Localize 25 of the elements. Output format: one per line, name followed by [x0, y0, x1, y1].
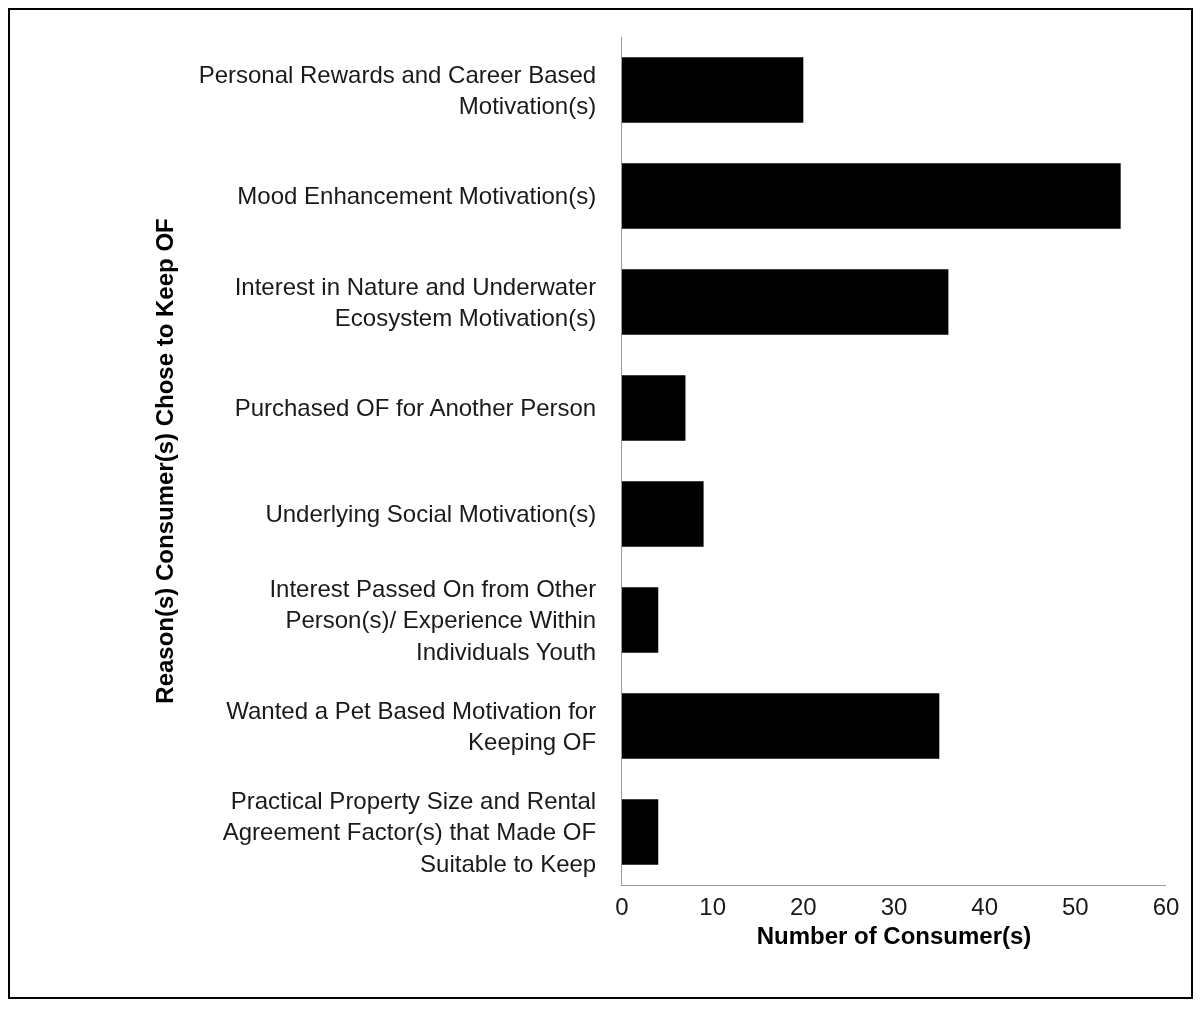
bar: [622, 269, 949, 335]
y-tick-label: Wanted a Pet Based Motivation for Keeping OF: [226, 696, 597, 755]
x-tick-label: 60: [1152, 892, 1180, 920]
y-tick-label: Interest Passed On from Other Person(s)/ Experience Within Individuals Youth: [269, 575, 597, 665]
y-tick-label: Mood Enhancement Motivation(s): [237, 182, 597, 210]
bar: [622, 481, 704, 547]
y-tick-label: Interest in Nature and Underwater Ecosystem Motivation(s): [234, 272, 597, 331]
bar: [622, 587, 659, 653]
x-tick-label: 50: [1061, 892, 1089, 920]
x-tick-label: 40: [971, 892, 999, 920]
x-tick-label: 30: [880, 892, 908, 920]
y-tick-label: Underlying Social Motivation(s): [265, 500, 597, 528]
bar: [622, 163, 1121, 229]
y-tick-label: Personal Rewards and Career Based Motivation(s): [198, 60, 597, 119]
bar: [622, 57, 804, 123]
x-axis-title: Number of Consumer(s): [756, 922, 1032, 950]
x-tick-label: 0: [615, 892, 629, 920]
y-tick-label: Purchased OF for Another Person: [234, 394, 597, 422]
bar: [622, 693, 940, 759]
x-tick-label: 10: [699, 892, 727, 920]
y-tick-label: Practical Property Size and Rental Agreement Factor(s) that Made OF Suitable to Keep: [222, 787, 597, 877]
bar: [622, 799, 659, 865]
bar: [622, 375, 686, 441]
y-axis-title: Reason(s) Consumer(s) Chose to Keep OF: [150, 218, 178, 704]
x-tick-label: 20: [789, 892, 817, 920]
